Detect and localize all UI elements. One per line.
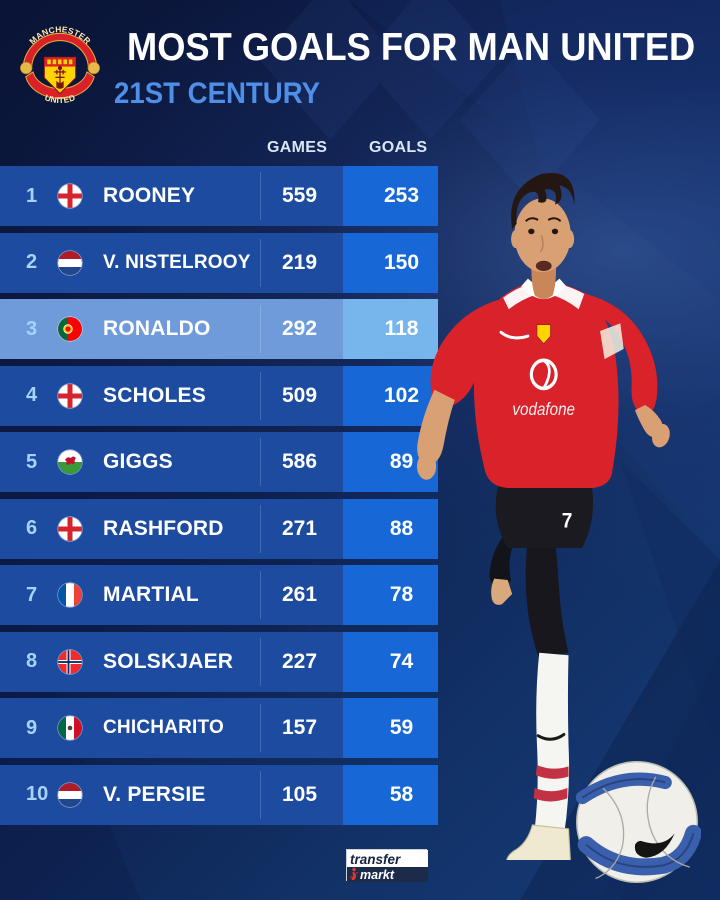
svg-text:transfer: transfer [350,852,401,867]
svg-text:vodafone: vodafone [512,400,575,419]
svg-text:7: 7 [562,509,573,533]
svg-text:markt: markt [360,868,395,882]
